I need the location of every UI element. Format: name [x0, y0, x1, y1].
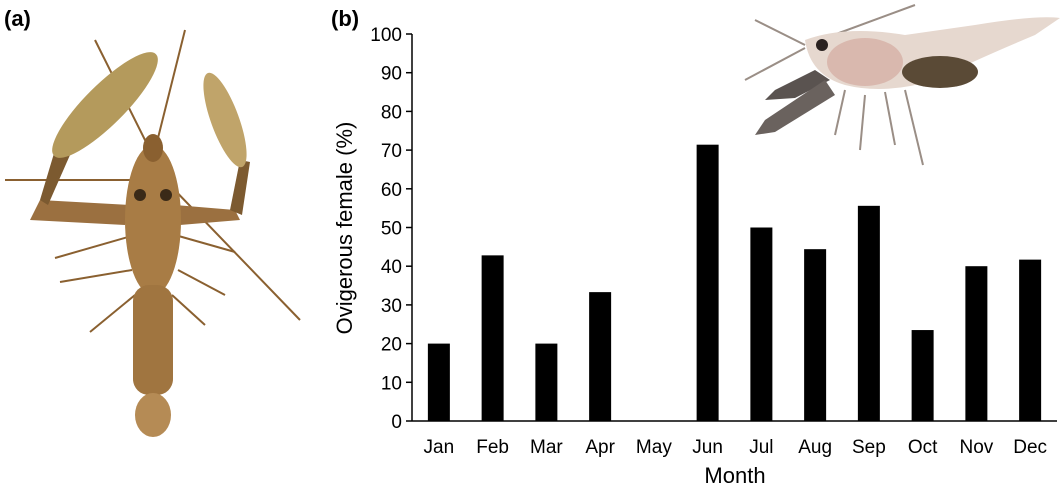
x-tick-label: Jul — [749, 437, 773, 458]
x-tick-label: Feb — [476, 437, 509, 458]
y-tick-label: 10 — [381, 373, 402, 394]
x-tick-label: Mar — [530, 437, 563, 458]
panel-a-label: (a) — [4, 6, 31, 31]
bar-jan — [427, 343, 450, 421]
shrimp-photo-dorsal — [5, 29, 301, 437]
x-axis-title: Month — [704, 463, 765, 484]
y-axis-title: Ovigerous female (%) — [332, 122, 357, 335]
x-tick-label: Sep — [852, 437, 886, 458]
x-tick-label: Dec — [1013, 437, 1047, 458]
y-tick-label: 60 — [381, 180, 402, 201]
bar-feb — [481, 255, 504, 421]
panel-b-label: (b) — [331, 6, 360, 31]
y-tick-label: 20 — [381, 335, 402, 356]
x-tick-label: Jun — [692, 437, 723, 458]
y-tick-label: 30 — [381, 296, 402, 317]
bar-sep — [857, 205, 880, 421]
bar-jul — [750, 227, 773, 421]
x-tick-label: Jan — [424, 437, 455, 458]
bar-dec — [1019, 259, 1042, 421]
y-tick-label: 80 — [381, 102, 402, 123]
y-tick-label: 50 — [381, 219, 402, 240]
y-tick-label: 90 — [381, 64, 402, 85]
bar-oct — [911, 330, 934, 421]
x-tick-label: Nov — [959, 437, 993, 458]
x-tick-label: Aug — [798, 437, 832, 458]
x-ticks: Jan Feb Mar Apr May Jun Jul Aug Sep Oct Nov Dec — [424, 437, 1047, 458]
bars-group — [427, 144, 1042, 421]
x-tick-label: Oct — [908, 437, 938, 458]
y-tick-label: 70 — [381, 141, 402, 162]
shrimp-photo-lateral — [744, 4, 1060, 166]
y-tick-label: 100 — [370, 25, 402, 46]
bar-apr — [589, 292, 612, 421]
x-tick-label: Apr — [585, 437, 615, 458]
bar-jun — [696, 144, 719, 421]
y-tick-label: 0 — [391, 412, 402, 433]
y-ticks: 0 10 20 30 40 50 60 70 80 90 100 — [370, 25, 412, 433]
y-tick-label: 40 — [381, 257, 402, 278]
bar-nov — [965, 266, 988, 421]
bar-aug — [804, 249, 827, 421]
bar-mar — [535, 343, 558, 421]
x-tick-label: May — [636, 437, 672, 458]
